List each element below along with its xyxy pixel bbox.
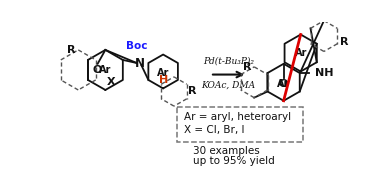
Text: Ar: Ar bbox=[99, 65, 112, 75]
Text: R: R bbox=[340, 37, 348, 47]
Text: H: H bbox=[158, 75, 168, 85]
Text: KOAc, DMA: KOAc, DMA bbox=[201, 81, 256, 90]
Text: up to 95% yield: up to 95% yield bbox=[193, 156, 275, 166]
Text: N: N bbox=[135, 57, 145, 70]
Text: Ar: Ar bbox=[294, 48, 307, 58]
Text: Ar: Ar bbox=[277, 79, 290, 89]
Text: R: R bbox=[67, 45, 76, 55]
Text: R: R bbox=[243, 62, 252, 72]
Text: R: R bbox=[188, 86, 197, 96]
Text: X: X bbox=[107, 77, 116, 87]
Text: Pd(t-Bu₃P)₂: Pd(t-Bu₃P)₂ bbox=[203, 56, 254, 65]
Text: O: O bbox=[92, 65, 102, 75]
Text: Ar: Ar bbox=[157, 68, 169, 78]
Text: NH: NH bbox=[315, 68, 334, 78]
Text: Ar = aryl, heteroaryl: Ar = aryl, heteroaryl bbox=[184, 112, 291, 122]
Text: O: O bbox=[279, 79, 288, 89]
Text: X = Cl, Br, I: X = Cl, Br, I bbox=[184, 125, 244, 135]
Text: Boc: Boc bbox=[126, 41, 147, 51]
Text: 30 examples: 30 examples bbox=[193, 146, 260, 156]
